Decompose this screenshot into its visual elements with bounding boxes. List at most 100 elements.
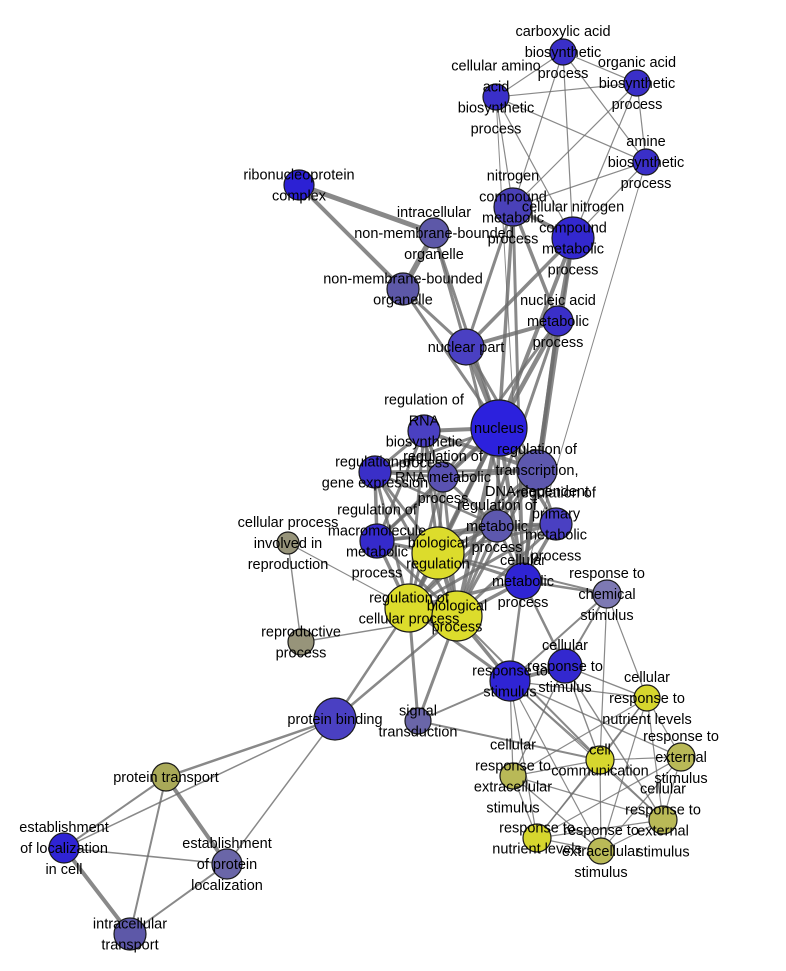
node-label-cell-communication: cell communication xyxy=(551,743,649,780)
node-response-to-stimulus[interactable] xyxy=(489,660,531,702)
nodes-layer xyxy=(48,38,696,951)
node-cellular-amino-acid-biosynthetic-process[interactable] xyxy=(482,83,510,111)
node-label-cellular-metabolic-process: cellular metabolic process xyxy=(492,553,554,611)
node-cellular-nitrogen-compound-metabolic-process[interactable] xyxy=(551,216,595,260)
node-label-carboxylic-acid-biosynthetic-process: carboxylic acid biosynthetic process xyxy=(515,24,610,82)
edge-protein-transport--establishment-of-protein-localization xyxy=(164,775,229,866)
node-label-cellular-response-to-nutrient-levels: cellular response to nutrient levels xyxy=(602,670,691,728)
node-signal-transduction[interactable] xyxy=(404,707,432,735)
node-regulation-of-gene-expression[interactable] xyxy=(358,455,392,489)
node-label-ribonucleoprotein-complex: ribonucleoprotein complex xyxy=(243,168,354,205)
node-establishment-of-localization-in-cell[interactable] xyxy=(48,832,80,864)
node-label-regulation-of-transcription-dna-dependent: regulation of transcription, DNA-dependent xyxy=(485,442,589,500)
node-cellular-response-to-external-stimulus[interactable] xyxy=(648,805,678,835)
node-label-regulation-of-gene-expression: regulation of gene expression xyxy=(322,455,428,492)
node-biological-regulation[interactable] xyxy=(411,526,465,580)
edge-cell-communication--response-to-extracellular-stimulus xyxy=(599,759,602,852)
node-label-response-to-stimulus: response to stimulus xyxy=(472,664,548,701)
edge-cellular-nitrogen-compound-metabolic-process--nucleus xyxy=(497,236,575,430)
edge-protein-binding--establishment-of-localization-in-cell xyxy=(63,718,336,849)
node-label-reproductive-process: reproductive process xyxy=(261,625,341,662)
node-nuclear-part[interactable] xyxy=(447,328,485,366)
node-intracellular-non-membrane-bounded-organelle[interactable] xyxy=(418,217,450,249)
node-response-to-external-stimulus[interactable] xyxy=(666,742,696,772)
node-biological-process[interactable] xyxy=(431,590,483,642)
node-intracellular-transport[interactable] xyxy=(113,917,147,951)
node-cellular-process-involved-in-reproduction[interactable] xyxy=(276,531,300,555)
node-carboxylic-acid-biosynthetic-process[interactable] xyxy=(549,38,577,66)
node-amine-biosynthetic-process[interactable] xyxy=(632,148,660,176)
node-cell-communication[interactable] xyxy=(585,745,615,775)
edge-biological-process--reproductive-process xyxy=(300,615,458,643)
edge-cellular-response-to-external-stimulus--response-to-nutrient-levels xyxy=(536,819,664,839)
node-protein-binding[interactable] xyxy=(313,697,357,741)
edge-amine-biosynthetic-process--nitrogen-compound-metabolic-process xyxy=(512,161,647,208)
node-reproductive-process[interactable] xyxy=(287,628,315,656)
node-label-protein-transport: protein transport xyxy=(113,770,219,786)
edge-cellular-amino-acid-biosynthetic-process--cellular-metabolic-process xyxy=(495,96,524,582)
edge-carboxylic-acid-biosynthetic-process--cellular-nitrogen-compound-metabolic-process xyxy=(562,51,574,239)
node-response-to-chemical-stimulus[interactable] xyxy=(592,579,622,609)
node-label-regulation-of-metabolic-process: regulation of metabolic process xyxy=(457,498,538,556)
node-regulation-of-metabolic-process[interactable] xyxy=(480,509,514,543)
node-regulation-of-macromolecule-metabolic-process[interactable] xyxy=(359,523,395,559)
node-label-nucleus: nucleus xyxy=(474,421,524,437)
edge-nucleic-acid-metabolic-process--regulation-of-rna-metabolic-process xyxy=(441,319,560,479)
edge-establishment-of-localization-in-cell--establishment-of-protein-localization xyxy=(63,847,228,865)
edge-regulation-of-primary-metabolic-process--regulation-of-macromolecule-metabolic-process xyxy=(375,522,558,543)
edge-cellular-response-to-nutrient-levels--response-to-extracellular-stimulus xyxy=(600,697,648,852)
node-label-amine-biosynthetic-process: amine biosynthetic process xyxy=(608,134,685,192)
node-label-regulation-of-cellular-process: regulation of cellular process xyxy=(359,591,460,628)
edge-nitrogen-compound-metabolic-process--nuclear-part xyxy=(464,205,515,349)
node-label-intracellular-non-membrane-bounded-organelle: intracellular non-membrane-bounded organel… xyxy=(354,205,514,263)
node-label-protein-binding: protein binding xyxy=(287,712,382,728)
node-establishment-of-protein-localization[interactable] xyxy=(211,848,243,880)
edge-regulation-of-rna-biosynthetic-process--regulation-of-macromolecule-metabolic-process xyxy=(375,429,426,543)
edge-response-to-external-stimulus--response-to-nutrient-levels xyxy=(536,756,682,839)
node-cellular-metabolic-process[interactable] xyxy=(504,562,542,600)
node-label-organic-acid-biosynthetic-process: organic acid biosynthetic process xyxy=(598,55,676,113)
node-label-cellular-response-to-extracellular-stimulus: cellular response to extracellular stimulus xyxy=(474,738,552,817)
edge-nucleus--biological-process xyxy=(454,425,502,619)
edge-nitrogen-compound-metabolic-process--nucleus xyxy=(497,205,515,430)
node-label-response-to-extracellular-stimulus: response to extracellular stimulus xyxy=(562,823,640,881)
edge-regulation-of-rna-biosynthetic-process--regulation-of-cellular-process xyxy=(407,429,426,610)
edge-cell-communication--cellular-response-to-extracellular-stimulus xyxy=(512,759,601,777)
edge-response-to-stimulus--cellular-response-to-external-stimulus xyxy=(509,680,664,821)
node-nitrogen-compound-metabolic-process[interactable] xyxy=(493,187,533,227)
node-label-regulation-of-macromolecule-metabolic-process: regulation of macromolecule metabolic proce… xyxy=(328,503,426,582)
node-nucleus[interactable] xyxy=(470,399,528,457)
edge-regulation-of-transcription-dna-dependent--biological-process xyxy=(455,468,539,618)
edge-establishment-of-localization-in-cell--intracellular-transport xyxy=(62,846,132,936)
edge-response-to-stimulus--response-to-extracellular-stimulus xyxy=(509,680,602,852)
edge-protein-transport--establishment-of-localization-in-cell xyxy=(63,776,167,849)
node-regulation-of-rna-biosynthetic-process[interactable] xyxy=(407,414,441,448)
edge-regulation-of-transcription-dna-dependent--regulation-of-cellular-process xyxy=(407,468,539,610)
node-label-response-to-nutrient-levels: response to nutrient levels xyxy=(492,821,581,858)
edge-biological-process--protein-binding xyxy=(333,614,459,721)
node-cellular-response-to-nutrient-levels[interactable] xyxy=(633,684,661,712)
node-organic-acid-biosynthetic-process[interactable] xyxy=(623,69,651,97)
node-label-cellular-amino-acid-biosynthetic-process: cellular amino acid biosynthetic process xyxy=(451,59,540,138)
node-label-regulation-of-primary-metabolic-process: regulation of primary metabolic process xyxy=(516,486,597,565)
node-ribonucleoprotein-complex[interactable] xyxy=(283,169,315,201)
labels-layer: carboxylic acid biosynthetic processcellul… xyxy=(19,24,719,954)
node-response-to-extracellular-stimulus[interactable] xyxy=(587,837,615,865)
node-label-cellular-response-to-stimulus: cellular response to stimulus xyxy=(527,638,603,696)
node-response-to-nutrient-levels[interactable] xyxy=(522,823,552,853)
edge-cellular-amino-acid-biosynthetic-process--amine-biosynthetic-process xyxy=(495,96,647,163)
edge-response-to-stimulus--response-to-nutrient-levels xyxy=(509,680,538,839)
node-regulation-of-rna-metabolic-process[interactable] xyxy=(427,461,459,493)
edge-organic-acid-biosynthetic-process--nitrogen-compound-metabolic-process xyxy=(512,82,638,208)
edge-ribonucleoprotein-complex--non-membrane-bounded-organelle xyxy=(297,183,405,291)
node-non-membrane-bounded-organelle[interactable] xyxy=(386,272,420,306)
edge-cellular-response-to-nutrient-levels--cellular-response-to-external-stimulus xyxy=(646,697,664,821)
node-regulation-of-transcription-dna-dependent[interactable] xyxy=(516,449,558,491)
node-cellular-response-to-extracellular-stimulus[interactable] xyxy=(499,762,527,790)
node-nucleic-acid-metabolic-process[interactable] xyxy=(542,305,574,337)
edge-cellular-response-to-extracellular-stimulus--cellular-response-to-external-stimulus xyxy=(512,775,664,821)
node-protein-transport[interactable] xyxy=(151,762,181,792)
node-regulation-of-primary-metabolic-process[interactable] xyxy=(539,507,573,541)
node-cellular-response-to-stimulus[interactable] xyxy=(547,648,583,684)
